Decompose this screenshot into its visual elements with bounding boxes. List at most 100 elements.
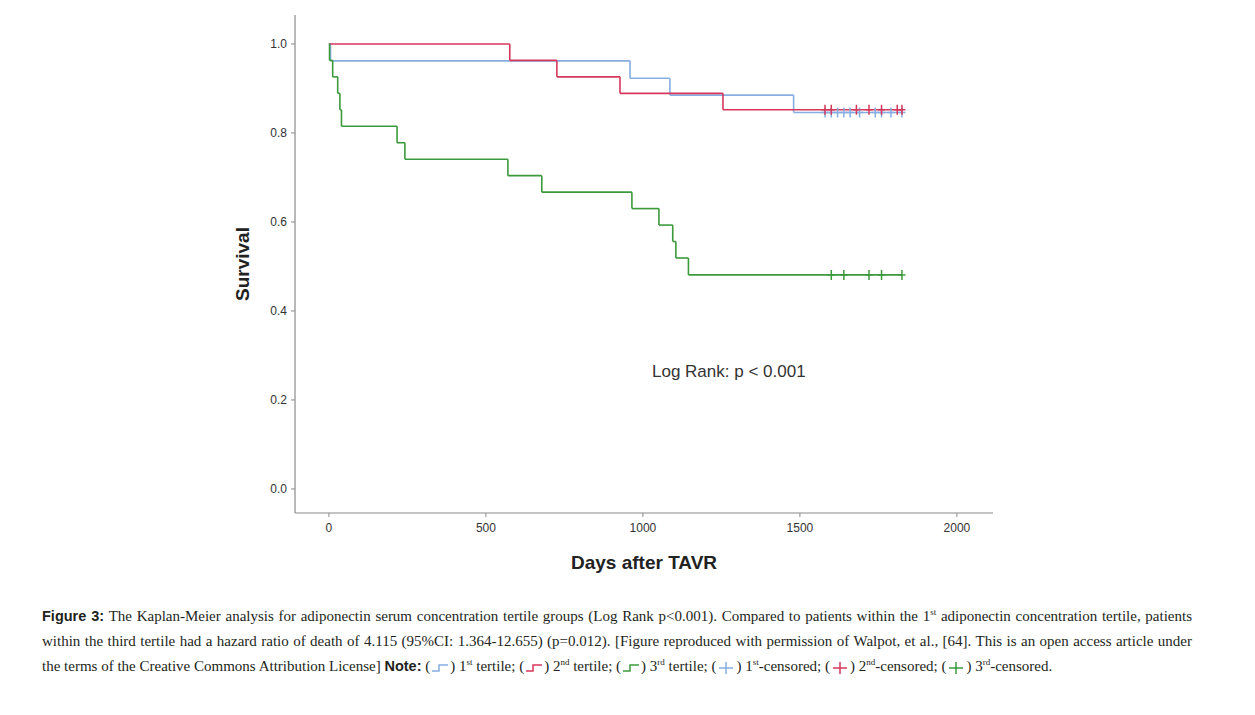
- legend-label: 3rd-censored: [975, 658, 1048, 674]
- censor-mark: [865, 105, 872, 115]
- note-punct: (: [711, 658, 716, 674]
- survival-drop: [658, 209, 660, 225]
- y-tick-label: 1.0: [270, 37, 287, 51]
- legend-entry: () 3rd tertile;: [616, 658, 708, 674]
- survival-step: [557, 76, 620, 78]
- note-punct: ): [736, 658, 741, 674]
- ordinal-suffix: st: [753, 657, 759, 667]
- x-tick: [642, 513, 643, 517]
- survival-step: [341, 125, 397, 127]
- ordinal-suffix: nd: [866, 657, 875, 667]
- ordinal-suffix: rd: [983, 657, 991, 667]
- ordinal-suffix: nd: [560, 657, 569, 667]
- y-tick-label: 0.6: [270, 215, 287, 229]
- figure-label: Figure 3:: [42, 608, 104, 624]
- plot-data: [329, 44, 906, 280]
- series-5: [828, 270, 906, 280]
- series-3: [822, 107, 906, 117]
- legend-entry: () 1st tertile;: [425, 658, 515, 674]
- annotation: Log Rank: p < 0.001: [652, 362, 806, 381]
- survival-step: [630, 77, 670, 79]
- x-tick: [328, 513, 329, 517]
- y-tick-label: 0.4: [270, 304, 287, 318]
- censor-mark: [847, 107, 854, 117]
- note-punct: (: [616, 658, 621, 674]
- legend-plus: [833, 662, 847, 674]
- survival-step: [397, 142, 405, 144]
- x-axis-line: [295, 512, 993, 513]
- survival-drop: [672, 225, 674, 241]
- chart: 0.00.20.40.60.81.00500100015002000Days a…: [0, 0, 1255, 715]
- note-punct: ): [450, 658, 455, 674]
- censor-mark: [834, 107, 841, 117]
- survival-step: [620, 93, 723, 95]
- censor-mark: [898, 270, 905, 280]
- survival-step: [659, 224, 673, 226]
- censor-mark: [872, 107, 879, 117]
- survival-drop: [404, 143, 406, 159]
- legend-icon: [621, 662, 641, 674]
- survival-drop: [396, 126, 398, 142]
- legend-label: 3rd tertile: [650, 658, 704, 674]
- y-tick: [291, 43, 295, 44]
- survival-drop: [507, 159, 509, 175]
- survival-drop: [332, 60, 334, 76]
- survival-drop: [619, 77, 621, 93]
- note-punct: ): [850, 658, 855, 674]
- survival-drop: [341, 110, 343, 126]
- y-tick: [291, 399, 295, 400]
- y-tick: [291, 221, 295, 222]
- series-2: [329, 44, 902, 275]
- legend-label: 1st tertile: [459, 658, 511, 674]
- y-tick-label: 0.2: [270, 393, 287, 407]
- y-tick-label: 0.8: [270, 126, 287, 140]
- survival-drop: [629, 61, 631, 78]
- legend-entry: () 1st-censored;: [711, 658, 821, 674]
- censor-mark: [853, 105, 860, 115]
- note-punct: ): [641, 658, 646, 674]
- note-punct: ): [544, 658, 549, 674]
- censor-mark: [822, 105, 829, 115]
- note-punct: ;: [511, 658, 515, 674]
- note-punct: (: [941, 658, 946, 674]
- y-axis-line: [294, 15, 295, 513]
- caption-text: The Kaplan-Meier analysis for adiponecti…: [109, 608, 931, 624]
- survival-drop: [631, 192, 633, 208]
- x-tick: [956, 513, 957, 517]
- survival-drop: [330, 44, 332, 61]
- y-tick: [291, 132, 295, 133]
- ordinal-suffix: st: [467, 657, 473, 667]
- survival-drop: [339, 93, 341, 109]
- survival-drop: [675, 242, 677, 258]
- x-axis-title: Days after TAVR: [571, 552, 717, 573]
- note-punct: ;: [817, 658, 821, 674]
- legend-icon: [524, 662, 544, 674]
- survival-step: [329, 43, 510, 45]
- series-0: [329, 44, 902, 113]
- survival-step: [542, 191, 632, 193]
- legend-plus: [949, 662, 963, 674]
- x-tick: [485, 513, 486, 517]
- survival-step: [330, 60, 630, 62]
- survival-drop: [509, 44, 511, 60]
- note-punct: ;: [608, 658, 612, 674]
- x-tick: [799, 513, 800, 517]
- series-4: [822, 105, 906, 115]
- legend-icon: [716, 662, 736, 674]
- censor-mark: [840, 270, 847, 280]
- survival-step: [670, 94, 794, 96]
- y-tick: [291, 310, 295, 311]
- legend-line: [526, 665, 542, 671]
- legend-label: 2nd-censored: [859, 658, 934, 674]
- survival-step: [632, 208, 659, 210]
- survival-step: [510, 60, 557, 62]
- censor-mark: [840, 107, 847, 117]
- note-punct: ;: [934, 658, 938, 674]
- note-punct: .: [1049, 658, 1053, 674]
- censor-mark: [898, 105, 905, 115]
- x-tick-label: 0: [326, 521, 333, 535]
- caption: Figure 3: The Kaplan-Meier analysis for …: [42, 604, 1192, 679]
- note-label: Note:: [384, 658, 421, 674]
- x-tick-label: 500: [476, 521, 496, 535]
- ordinal-suffix: rd: [657, 657, 665, 667]
